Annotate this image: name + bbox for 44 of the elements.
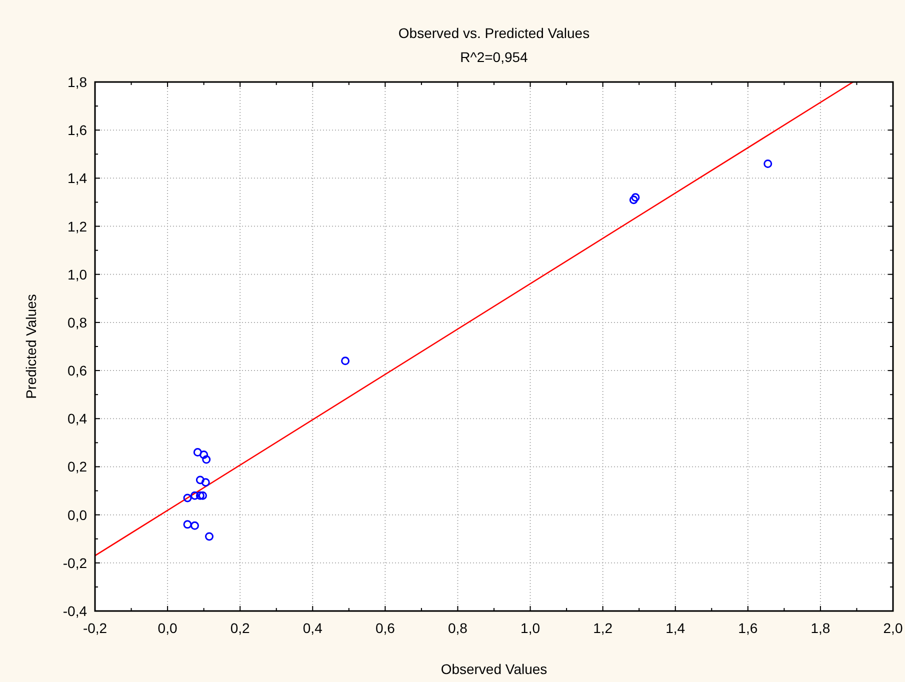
y-tick-label: 1,8 (68, 74, 88, 90)
point (202, 455, 211, 464)
point (200, 450, 208, 459)
y-tick-label: 1,0 (68, 266, 88, 282)
y-tick-label: 1,6 (68, 122, 88, 138)
point (183, 494, 192, 502)
point (631, 193, 640, 202)
point (196, 491, 204, 500)
x-tick-label: 1,8 (810, 620, 830, 636)
x-tick-label: 0,6 (375, 620, 396, 636)
y-tick-label: -0,2 (62, 554, 88, 571)
point (629, 196, 638, 204)
y-axis-title: Predicted Values (23, 294, 39, 399)
point (341, 356, 350, 366)
y-tick-label: 0,4 (68, 410, 88, 427)
point (183, 520, 192, 529)
y-tick-label: 0,2 (68, 458, 88, 475)
x-tick-label: -0,2 (82, 620, 108, 636)
point (196, 476, 204, 484)
x-tick-label: 1,4 (666, 620, 686, 636)
x-tick-label: 0,4 (302, 620, 323, 636)
point (190, 521, 199, 530)
y-tick-label: 1,2 (68, 218, 88, 234)
y-tick-label: -0,4 (62, 603, 88, 619)
x-axis-title: Observed Values (440, 661, 548, 677)
y-tick-label: 0,6 (68, 362, 88, 379)
x-tick-label: 2,0 (883, 620, 903, 636)
x-tick-label: 1,2 (593, 620, 613, 636)
point (201, 478, 210, 487)
y-tick-label: 0,8 (68, 314, 88, 330)
point (205, 532, 214, 541)
x-tick-label: 0,8 (448, 620, 468, 636)
x-tick-label: 1,0 (520, 620, 540, 636)
point (193, 448, 202, 457)
x-tick-label: 1,6 (738, 620, 758, 636)
point (190, 491, 199, 500)
chart-subtitle: R^2=0,954 (460, 49, 528, 65)
point (198, 491, 207, 500)
x-tick-label: 0,0 (158, 620, 178, 636)
y-tick-label: 1,4 (68, 170, 88, 186)
point (764, 160, 772, 168)
y-tick-label: 0,0 (68, 506, 88, 523)
chart-title: Observed vs. Predicted Values (398, 25, 590, 41)
x-tick-label: 0,2 (230, 620, 250, 636)
